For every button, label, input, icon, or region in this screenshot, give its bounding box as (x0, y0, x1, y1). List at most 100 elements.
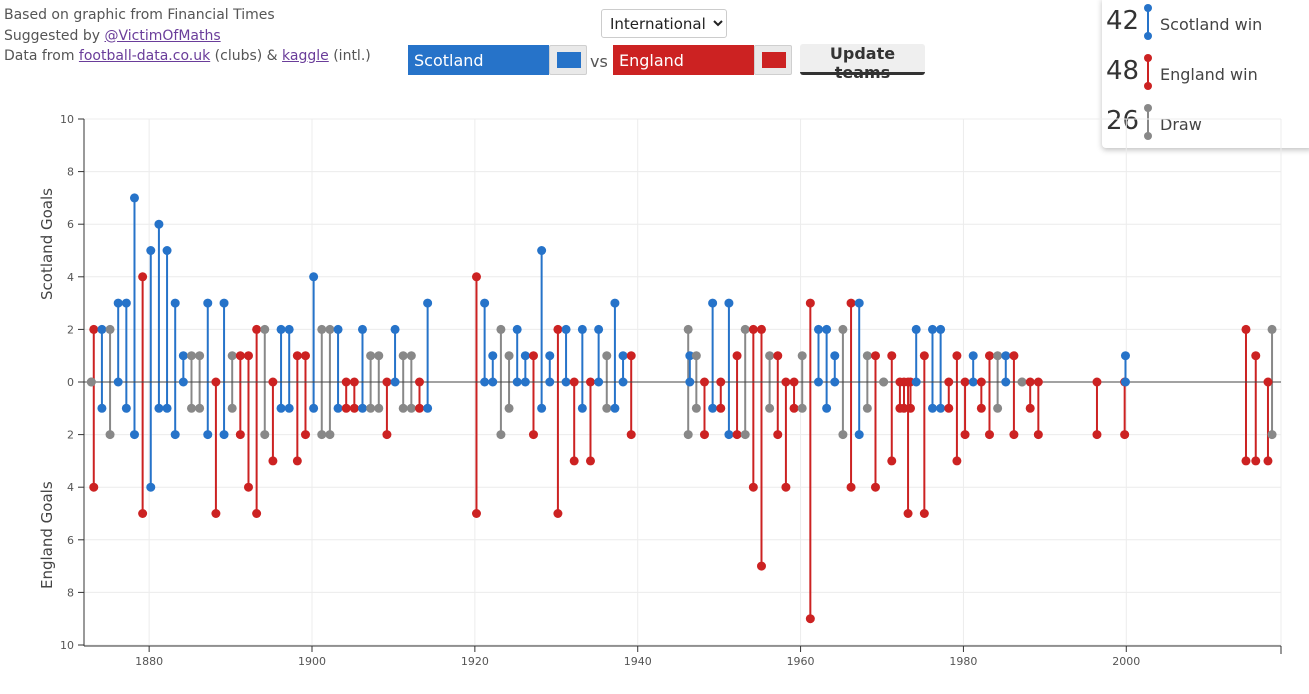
team2-goals-dot (1001, 377, 1011, 387)
y-tick-label: 6 (67, 534, 74, 547)
team1-goals-dot (496, 324, 506, 334)
team2-goals-dot (879, 377, 889, 387)
team1-goals-dot (919, 351, 929, 361)
kaggle-link[interactable]: kaggle (282, 48, 329, 64)
team2-goals-dot (186, 403, 196, 413)
team1-goals-dot (1033, 377, 1043, 387)
team2-goals-dot (936, 403, 946, 413)
team1-goals-dot (708, 298, 718, 308)
team1-goals-dot (317, 324, 327, 334)
team2-goals-dot (219, 430, 229, 440)
team1-goals-dot (716, 377, 726, 387)
team1-goals-dot (390, 324, 400, 334)
team2-color-picker[interactable] (754, 45, 792, 75)
team1-goals-dot (984, 351, 994, 361)
team1-goals-dot (520, 351, 530, 361)
team1-goals-dot (211, 377, 221, 387)
team1-goals-dot (1001, 351, 1011, 361)
team1-goals-dot (830, 351, 840, 361)
x-tick-label: 1940 (624, 655, 652, 668)
team1-goals-dot (1025, 377, 1035, 387)
team1-input[interactable] (408, 45, 549, 75)
team2-goals-dot (504, 403, 514, 413)
team2-goals-dot (1251, 456, 1261, 466)
team1-goals-dot (276, 324, 286, 334)
team2-goals-dot (414, 403, 424, 413)
team2-goals-dot (154, 403, 164, 413)
team1-goals-dot (789, 377, 799, 387)
team2-goals-dot (121, 403, 131, 413)
team1-goals-dot (1267, 324, 1277, 334)
team1-goals-dot (968, 351, 978, 361)
team1-goals-dot (113, 298, 123, 308)
team1-goals-dot (423, 298, 433, 308)
team2-input[interactable] (613, 45, 754, 75)
team2-goals-dot (325, 430, 335, 440)
team1-goals-dot (325, 324, 335, 334)
team1-goals-dot (960, 377, 970, 387)
team2-goals-dot (471, 509, 481, 518)
team2-goals-dot (390, 377, 400, 387)
team1-goals-dot (911, 324, 921, 334)
x-tick-label: 1960 (787, 655, 815, 668)
x-tick-label: 1880 (135, 655, 163, 668)
team1-goals-dot (927, 324, 937, 334)
team2-goals-dot (284, 403, 294, 413)
team2-goals-dot (683, 430, 693, 440)
team2-goals-dot (528, 430, 538, 440)
football-data-link[interactable]: football-data.co.uk (78, 48, 211, 64)
team1-color-picker[interactable] (549, 45, 587, 75)
x-tick-label: 2000 (1112, 655, 1140, 668)
team2-goals-dot (512, 377, 522, 387)
x-tick-label: 1980 (949, 655, 977, 668)
team2-goals-dot (561, 377, 571, 387)
team2-goals-dot (260, 430, 270, 440)
team2-goals-dot (813, 377, 823, 387)
team2-goals-dot (699, 430, 709, 440)
team2-goals-dot (911, 377, 921, 387)
team2-goals-dot (577, 403, 587, 413)
team1-goals-dot (268, 377, 278, 387)
team2-goals-dot (756, 561, 766, 571)
team1-goals-dot (195, 351, 205, 361)
team2-goals-dot (341, 403, 351, 413)
update-teams-button[interactable]: Update teams (800, 44, 925, 82)
team2-goals-dot (740, 430, 750, 440)
team1-goals-dot (227, 351, 237, 361)
team2-goals-dot (374, 403, 384, 413)
team2-goals-dot (1120, 377, 1130, 387)
team1-goals-dot (553, 324, 563, 334)
team2-goals-dot (1092, 430, 1102, 440)
team1-goals-dot (129, 193, 139, 203)
competition-select[interactable]: International (601, 9, 727, 38)
team2-goals-dot (976, 403, 986, 413)
team1-goals-dot (300, 351, 310, 361)
team1-goals-dot (691, 351, 701, 361)
team1-goals-dot (382, 377, 392, 387)
team2-goals-dot (113, 377, 123, 387)
team2-goals-dot (300, 430, 310, 440)
y-tick-label: 2 (67, 323, 74, 336)
team2-goals-dot (773, 430, 783, 440)
team2-goals-dot (178, 377, 188, 387)
team2-goals-dot (870, 482, 880, 492)
team1-goals-dot (178, 351, 188, 361)
team2-goals-dot (129, 430, 139, 440)
team1-goals-dot (724, 298, 734, 308)
team1-goals-dot (813, 324, 823, 334)
team2-goals-dot (789, 403, 799, 413)
team2-goals-dot (537, 403, 547, 413)
team1-goals-dot (626, 351, 636, 361)
team1-goals-dot (284, 324, 294, 334)
team2-goals-dot (1241, 456, 1251, 466)
team2-win-lollipop-icon (1144, 54, 1152, 90)
victimofmaths-link[interactable]: @VictimOfMaths (104, 27, 221, 44)
team1-goals-dot (374, 351, 384, 361)
y-tick-label: 8 (67, 166, 74, 179)
team1-goals-dot (480, 298, 490, 308)
team2-goals-dot (235, 430, 245, 440)
team1-goals-dot (610, 298, 620, 308)
team2-goals-dot (927, 403, 937, 413)
team2-goals-dot (1033, 430, 1043, 440)
y-tick-label: 0 (67, 376, 74, 389)
